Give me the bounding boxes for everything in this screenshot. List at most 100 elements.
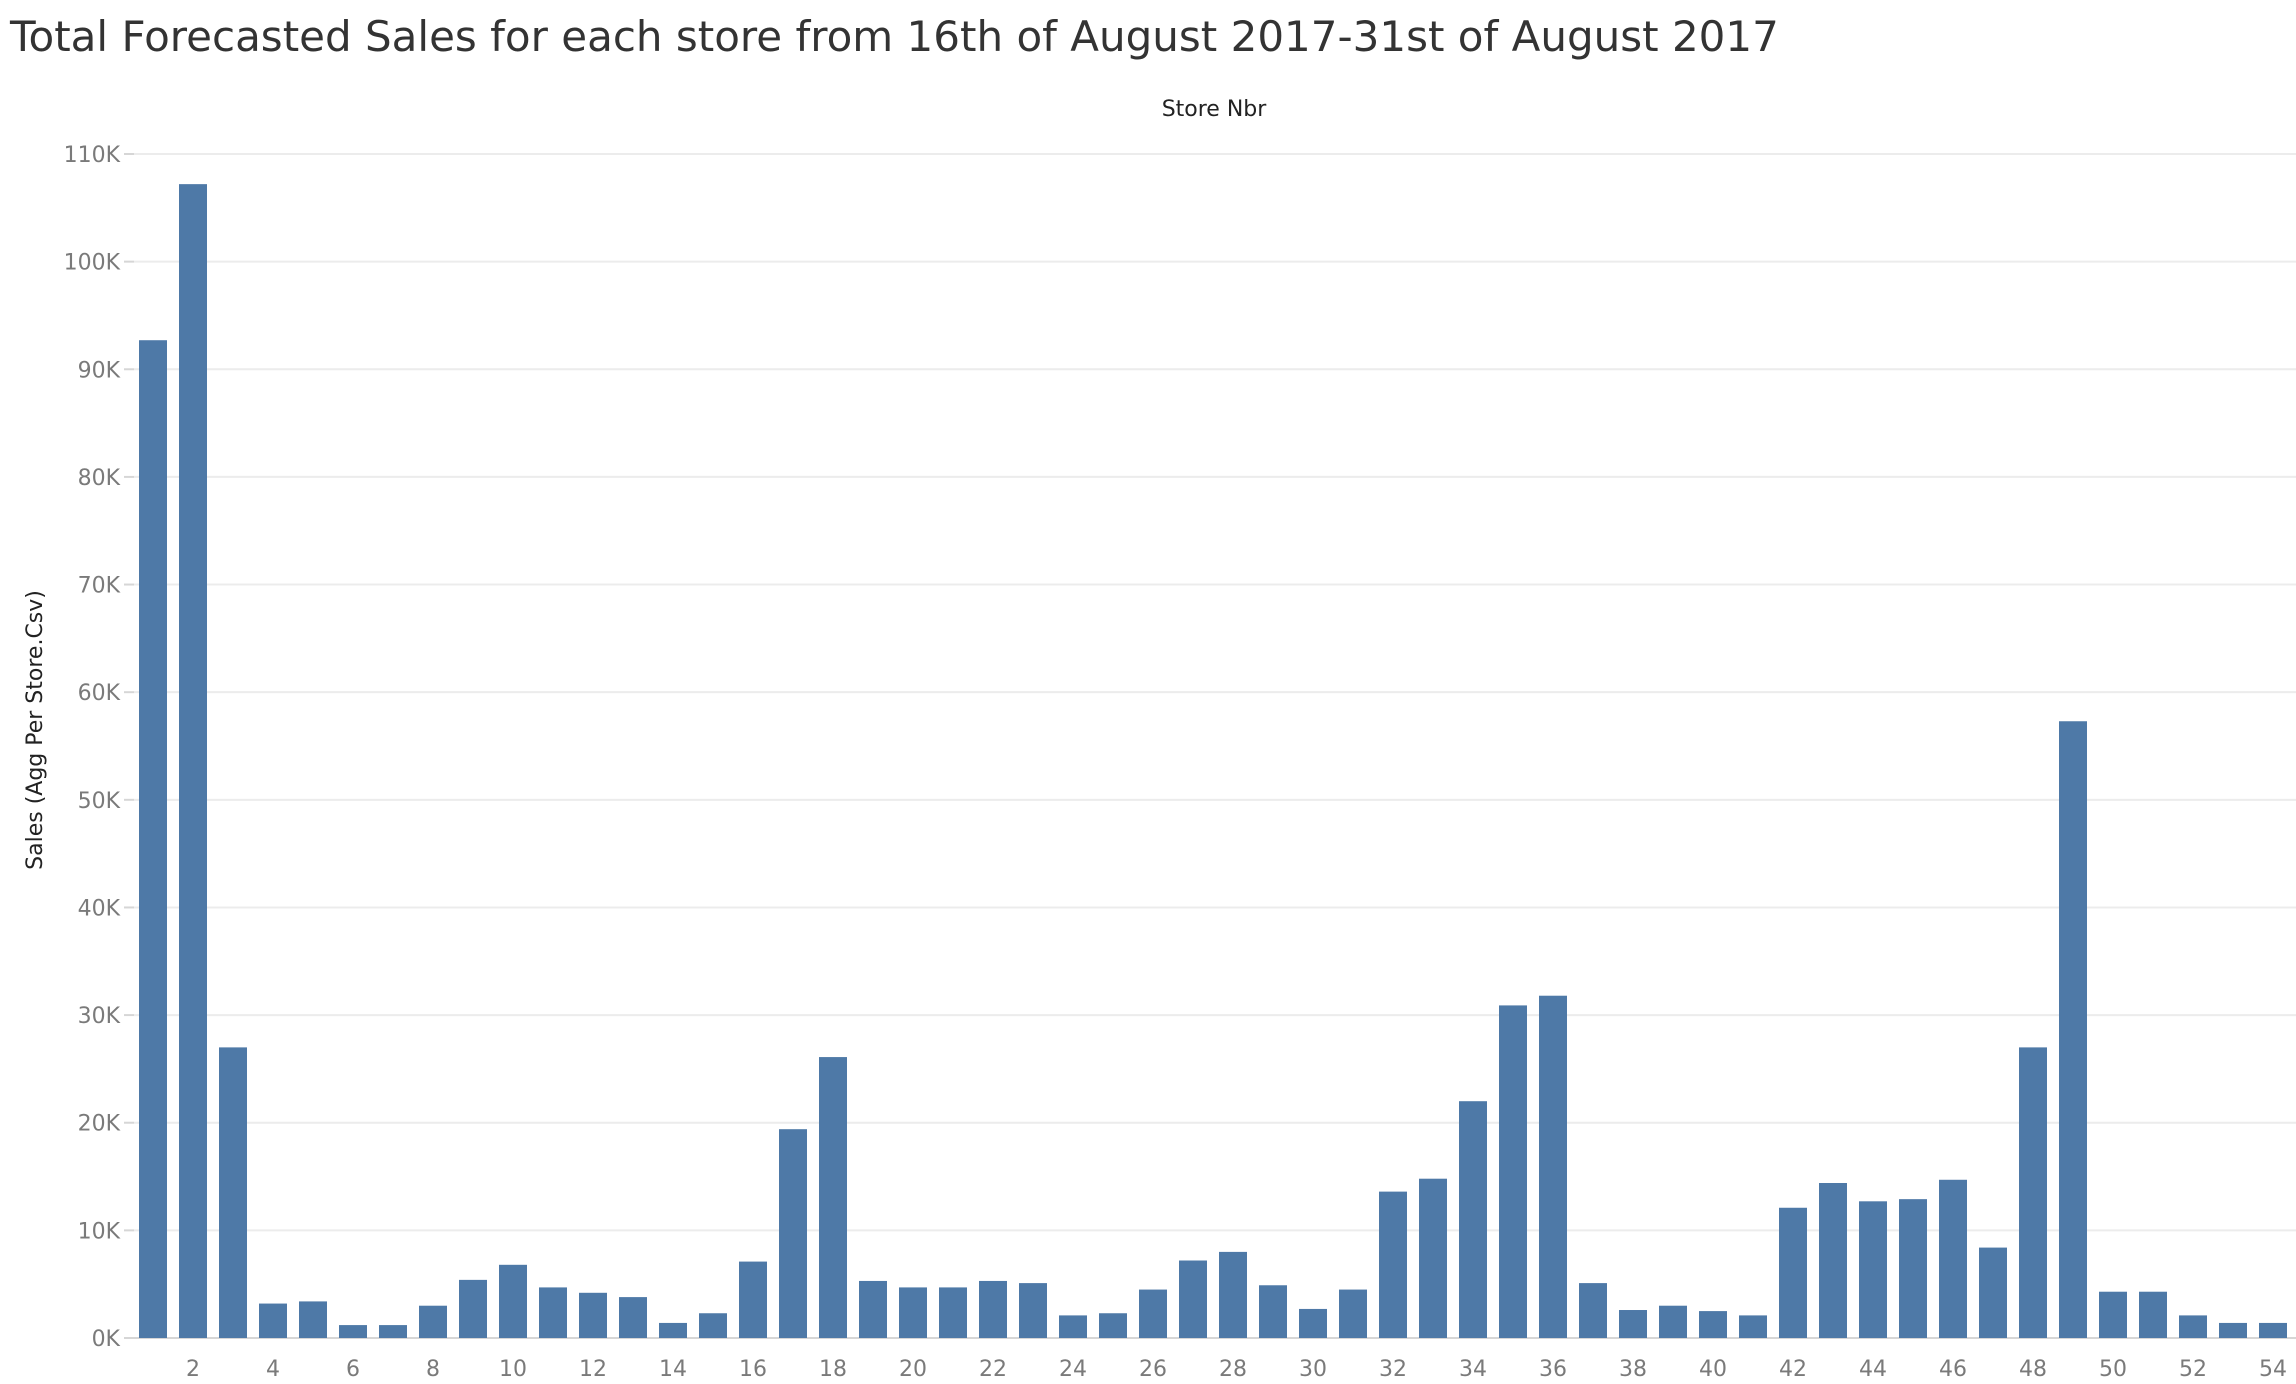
bar-store-12[interactable]	[579, 1292, 607, 1338]
y-tick-label: 30K	[78, 1004, 121, 1029]
y-axis-ticks: 0K 10K 20K 30K 40K 50K 60K 70K 80K 90K 100K 110K	[64, 143, 121, 1352]
x-tick-label: 22	[979, 1357, 1007, 1382]
bar-store-8[interactable]	[419, 1305, 447, 1338]
y-tick-label: 60K	[78, 681, 121, 706]
bar-store-6[interactable]	[339, 1325, 367, 1338]
bar-store-44[interactable]	[1859, 1201, 1887, 1338]
bar-store-49[interactable]	[2059, 721, 2087, 1338]
x-tick-label: 30	[1299, 1357, 1327, 1382]
x-tick-label: 10	[499, 1357, 527, 1382]
bar-store-41[interactable]	[1739, 1315, 1767, 1338]
bar-store-15[interactable]	[699, 1313, 727, 1338]
bar-store-18[interactable]	[819, 1057, 847, 1338]
bar-store-20[interactable]	[899, 1287, 927, 1338]
bars	[139, 184, 2287, 1338]
x-tick-label: 2	[186, 1357, 200, 1382]
bar-store-52[interactable]	[2179, 1315, 2207, 1338]
bar-store-10[interactable]	[499, 1264, 527, 1338]
y-tick-label: 90K	[78, 358, 121, 383]
bar-store-11[interactable]	[539, 1287, 567, 1338]
bar-store-19[interactable]	[859, 1280, 887, 1338]
bar-store-17[interactable]	[779, 1129, 807, 1338]
x-tick-label: 18	[819, 1357, 847, 1382]
x-tick-label: 6	[346, 1357, 360, 1382]
bar-store-38[interactable]	[1619, 1310, 1647, 1338]
bar-store-36[interactable]	[1539, 995, 1567, 1338]
x-tick-label: 38	[1619, 1357, 1647, 1382]
bar-store-45[interactable]	[1899, 1199, 1927, 1338]
bar-store-27[interactable]	[1179, 1260, 1207, 1338]
bar-store-31[interactable]	[1339, 1289, 1367, 1338]
x-tick-label: 36	[1539, 1357, 1567, 1382]
bar-store-25[interactable]	[1099, 1313, 1127, 1338]
bar-store-43[interactable]	[1819, 1183, 1847, 1338]
y-tick-label: 40K	[78, 896, 121, 921]
x-tick-label: 48	[2019, 1357, 2047, 1382]
x-tick-label: 28	[1219, 1357, 1247, 1382]
x-tick-label: 52	[2179, 1357, 2207, 1382]
y-tick-label: 110K	[64, 143, 121, 168]
bar-store-46[interactable]	[1939, 1179, 1967, 1338]
bar-store-42[interactable]	[1779, 1207, 1807, 1338]
x-tick-label: 14	[659, 1357, 687, 1382]
bar-store-7[interactable]	[379, 1325, 407, 1338]
bar-store-40[interactable]	[1699, 1311, 1727, 1338]
x-tick-label: 42	[1779, 1357, 1807, 1382]
bar-store-4[interactable]	[259, 1303, 287, 1338]
bar-store-34[interactable]	[1459, 1101, 1487, 1338]
bar-store-48[interactable]	[2019, 1047, 2047, 1338]
y-axis-title: Sales (Agg Per Store.Csv)	[23, 590, 48, 870]
chart-title: Total Forecasted Sales for each store fr…	[10, 12, 1779, 61]
bar-store-47[interactable]	[1979, 1247, 2007, 1338]
bar-store-24[interactable]	[1059, 1315, 1087, 1338]
y-tick-label: 80K	[78, 466, 121, 491]
bar-store-1[interactable]	[139, 340, 167, 1338]
gridlines	[124, 153, 2296, 1339]
bar-store-39[interactable]	[1659, 1305, 1687, 1338]
bar-store-26[interactable]	[1139, 1289, 1167, 1338]
bar-store-51[interactable]	[2139, 1291, 2167, 1338]
x-axis-ticks: 2 4 6 8 10 12 14 16 18 20 22 24 26 28 30 32 34 36 38 40 42 44…	[186, 1357, 2287, 1382]
y-tick-label: 70K	[78, 574, 121, 599]
x-tick-label: 16	[739, 1357, 767, 1382]
bar-store-53[interactable]	[2219, 1322, 2247, 1338]
x-tick-label: 54	[2259, 1357, 2287, 1382]
bar-store-3[interactable]	[219, 1047, 247, 1338]
bar-store-22[interactable]	[979, 1280, 1007, 1338]
y-tick-label: 50K	[78, 789, 121, 814]
bar-store-37[interactable]	[1579, 1283, 1607, 1338]
y-tick-label: 100K	[64, 251, 121, 276]
x-tick-label: 50	[2099, 1357, 2127, 1382]
bar-store-54[interactable]	[2259, 1322, 2287, 1338]
y-tick-label: 20K	[78, 1112, 121, 1137]
bar-store-23[interactable]	[1019, 1283, 1047, 1338]
x-tick-label: 4	[266, 1357, 280, 1382]
x-tick-label: 40	[1699, 1357, 1727, 1382]
y-tick-label: 10K	[78, 1219, 121, 1244]
bar-store-9[interactable]	[459, 1279, 487, 1338]
x-tick-label: 32	[1379, 1357, 1407, 1382]
bar-store-21[interactable]	[939, 1287, 967, 1338]
bar-store-30[interactable]	[1299, 1308, 1327, 1338]
bar-store-28[interactable]	[1219, 1251, 1247, 1338]
y-tick-label: 0K	[92, 1327, 121, 1352]
bar-store-35[interactable]	[1499, 1005, 1527, 1338]
x-tick-label: 26	[1139, 1357, 1167, 1382]
bar-store-50[interactable]	[2099, 1291, 2127, 1338]
bar-store-5[interactable]	[299, 1301, 327, 1338]
x-tick-label: 20	[899, 1357, 927, 1382]
x-tick-label: 34	[1459, 1357, 1487, 1382]
bar-store-2[interactable]	[179, 184, 207, 1338]
x-tick-label: 24	[1059, 1357, 1087, 1382]
x-axis-title: Store Nbr	[1162, 97, 1268, 122]
x-tick-label: 12	[579, 1357, 607, 1382]
bar-store-33[interactable]	[1419, 1178, 1447, 1338]
bar-store-13[interactable]	[619, 1297, 647, 1338]
bar-store-14[interactable]	[659, 1322, 687, 1338]
bar-store-16[interactable]	[739, 1261, 767, 1338]
bar-store-29[interactable]	[1259, 1285, 1287, 1338]
bar-store-32[interactable]	[1379, 1191, 1407, 1338]
x-tick-label: 44	[1859, 1357, 1887, 1382]
x-tick-label: 46	[1939, 1357, 1967, 1382]
